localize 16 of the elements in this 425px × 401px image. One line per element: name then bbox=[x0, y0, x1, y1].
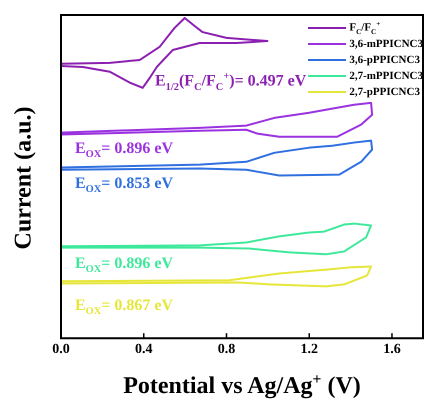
x-tick-label: 1.2 bbox=[300, 342, 318, 358]
x-tick-label: 1.6 bbox=[383, 342, 401, 358]
annotation: E$_{1/2}$(F$_{C}$/F$_{C}$$^{+}$)= 0.497 eV bbox=[155, 71, 306, 93]
x-axis-title: Potential vs Ag/Ag$^{+}$ (V) bbox=[123, 371, 361, 400]
x-tick-label: 0.4 bbox=[134, 342, 152, 358]
x-tick-label: 0.0 bbox=[52, 342, 70, 358]
annotation: E$_{OX}$= 0.853 eV bbox=[75, 174, 174, 196]
legend-label: 3,6-pPPICNC3 bbox=[349, 54, 420, 66]
legend-label: 3,6-mPPICNC3 bbox=[349, 38, 423, 50]
legend-label: 2,7-mPPICNC3 bbox=[349, 70, 423, 82]
annotation: E$_{OX}$= 0.896 eV bbox=[75, 254, 174, 276]
legend-label: 2,7-pPPICNC3 bbox=[349, 86, 420, 98]
annotation: E$_{OX}$= 0.896 eV bbox=[75, 140, 174, 160]
x-tick-label: 0.8 bbox=[218, 342, 236, 358]
annotation: E$_{OX}$= 0.867 eV bbox=[75, 296, 174, 318]
y-axis-title: Current (a.u.) bbox=[10, 106, 38, 250]
